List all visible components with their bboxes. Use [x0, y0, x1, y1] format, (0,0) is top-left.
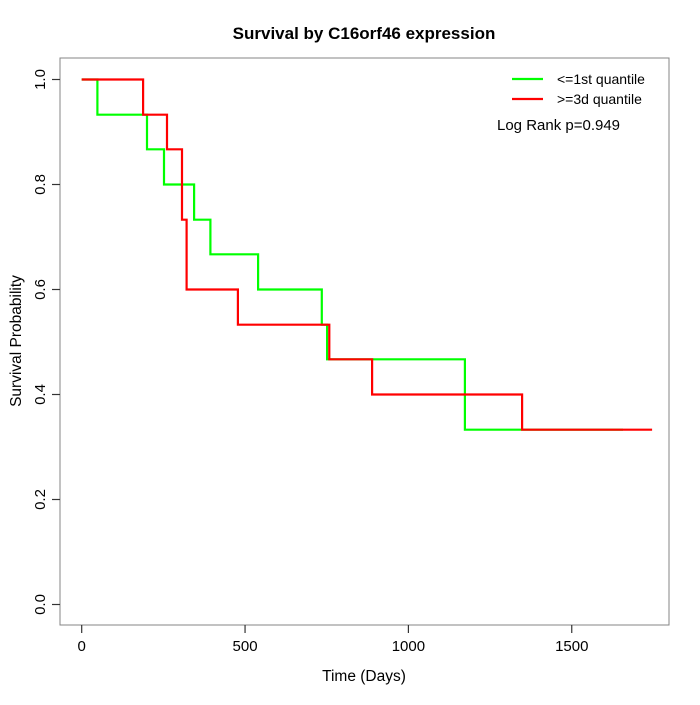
plot-area-box	[59, 57, 670, 626]
legend-label-first-quantile: <=1st quantile	[557, 71, 645, 87]
axes: 0 500 1000 1500 0.0 0.2 0.4 0.6 0.8 1.0	[32, 69, 588, 655]
y-tick-label: 0.6	[32, 279, 49, 300]
y-tick-label: 1.0	[32, 69, 49, 90]
y-tick-label: 0.4	[32, 384, 49, 405]
y-tick-label: 0.8	[32, 174, 49, 195]
y-tick-label: 0.2	[32, 489, 49, 510]
y-tick-label: 0.0	[32, 594, 49, 615]
km-curve-first-quantile	[81, 78, 623, 431]
legend: <=1st quantile >=3d quantile Log Rank p=…	[497, 71, 645, 134]
km-curve-third-quantile	[81, 78, 653, 431]
x-tick-label: 500	[233, 638, 258, 655]
log-rank-annotation: Log Rank p=0.949	[497, 117, 620, 134]
x-tick-label: 1500	[555, 638, 588, 655]
x-tick-label: 1000	[392, 638, 425, 655]
x-axis-label: Time (Days)	[322, 668, 406, 685]
legend-label-third-quantile: >=3d quantile	[557, 91, 642, 107]
chart-title: Survival by C16orf46 expression	[233, 24, 496, 43]
y-axis-label: Survival Probability	[8, 275, 25, 407]
km-curves	[81, 78, 653, 431]
x-tick-label: 0	[78, 638, 86, 655]
